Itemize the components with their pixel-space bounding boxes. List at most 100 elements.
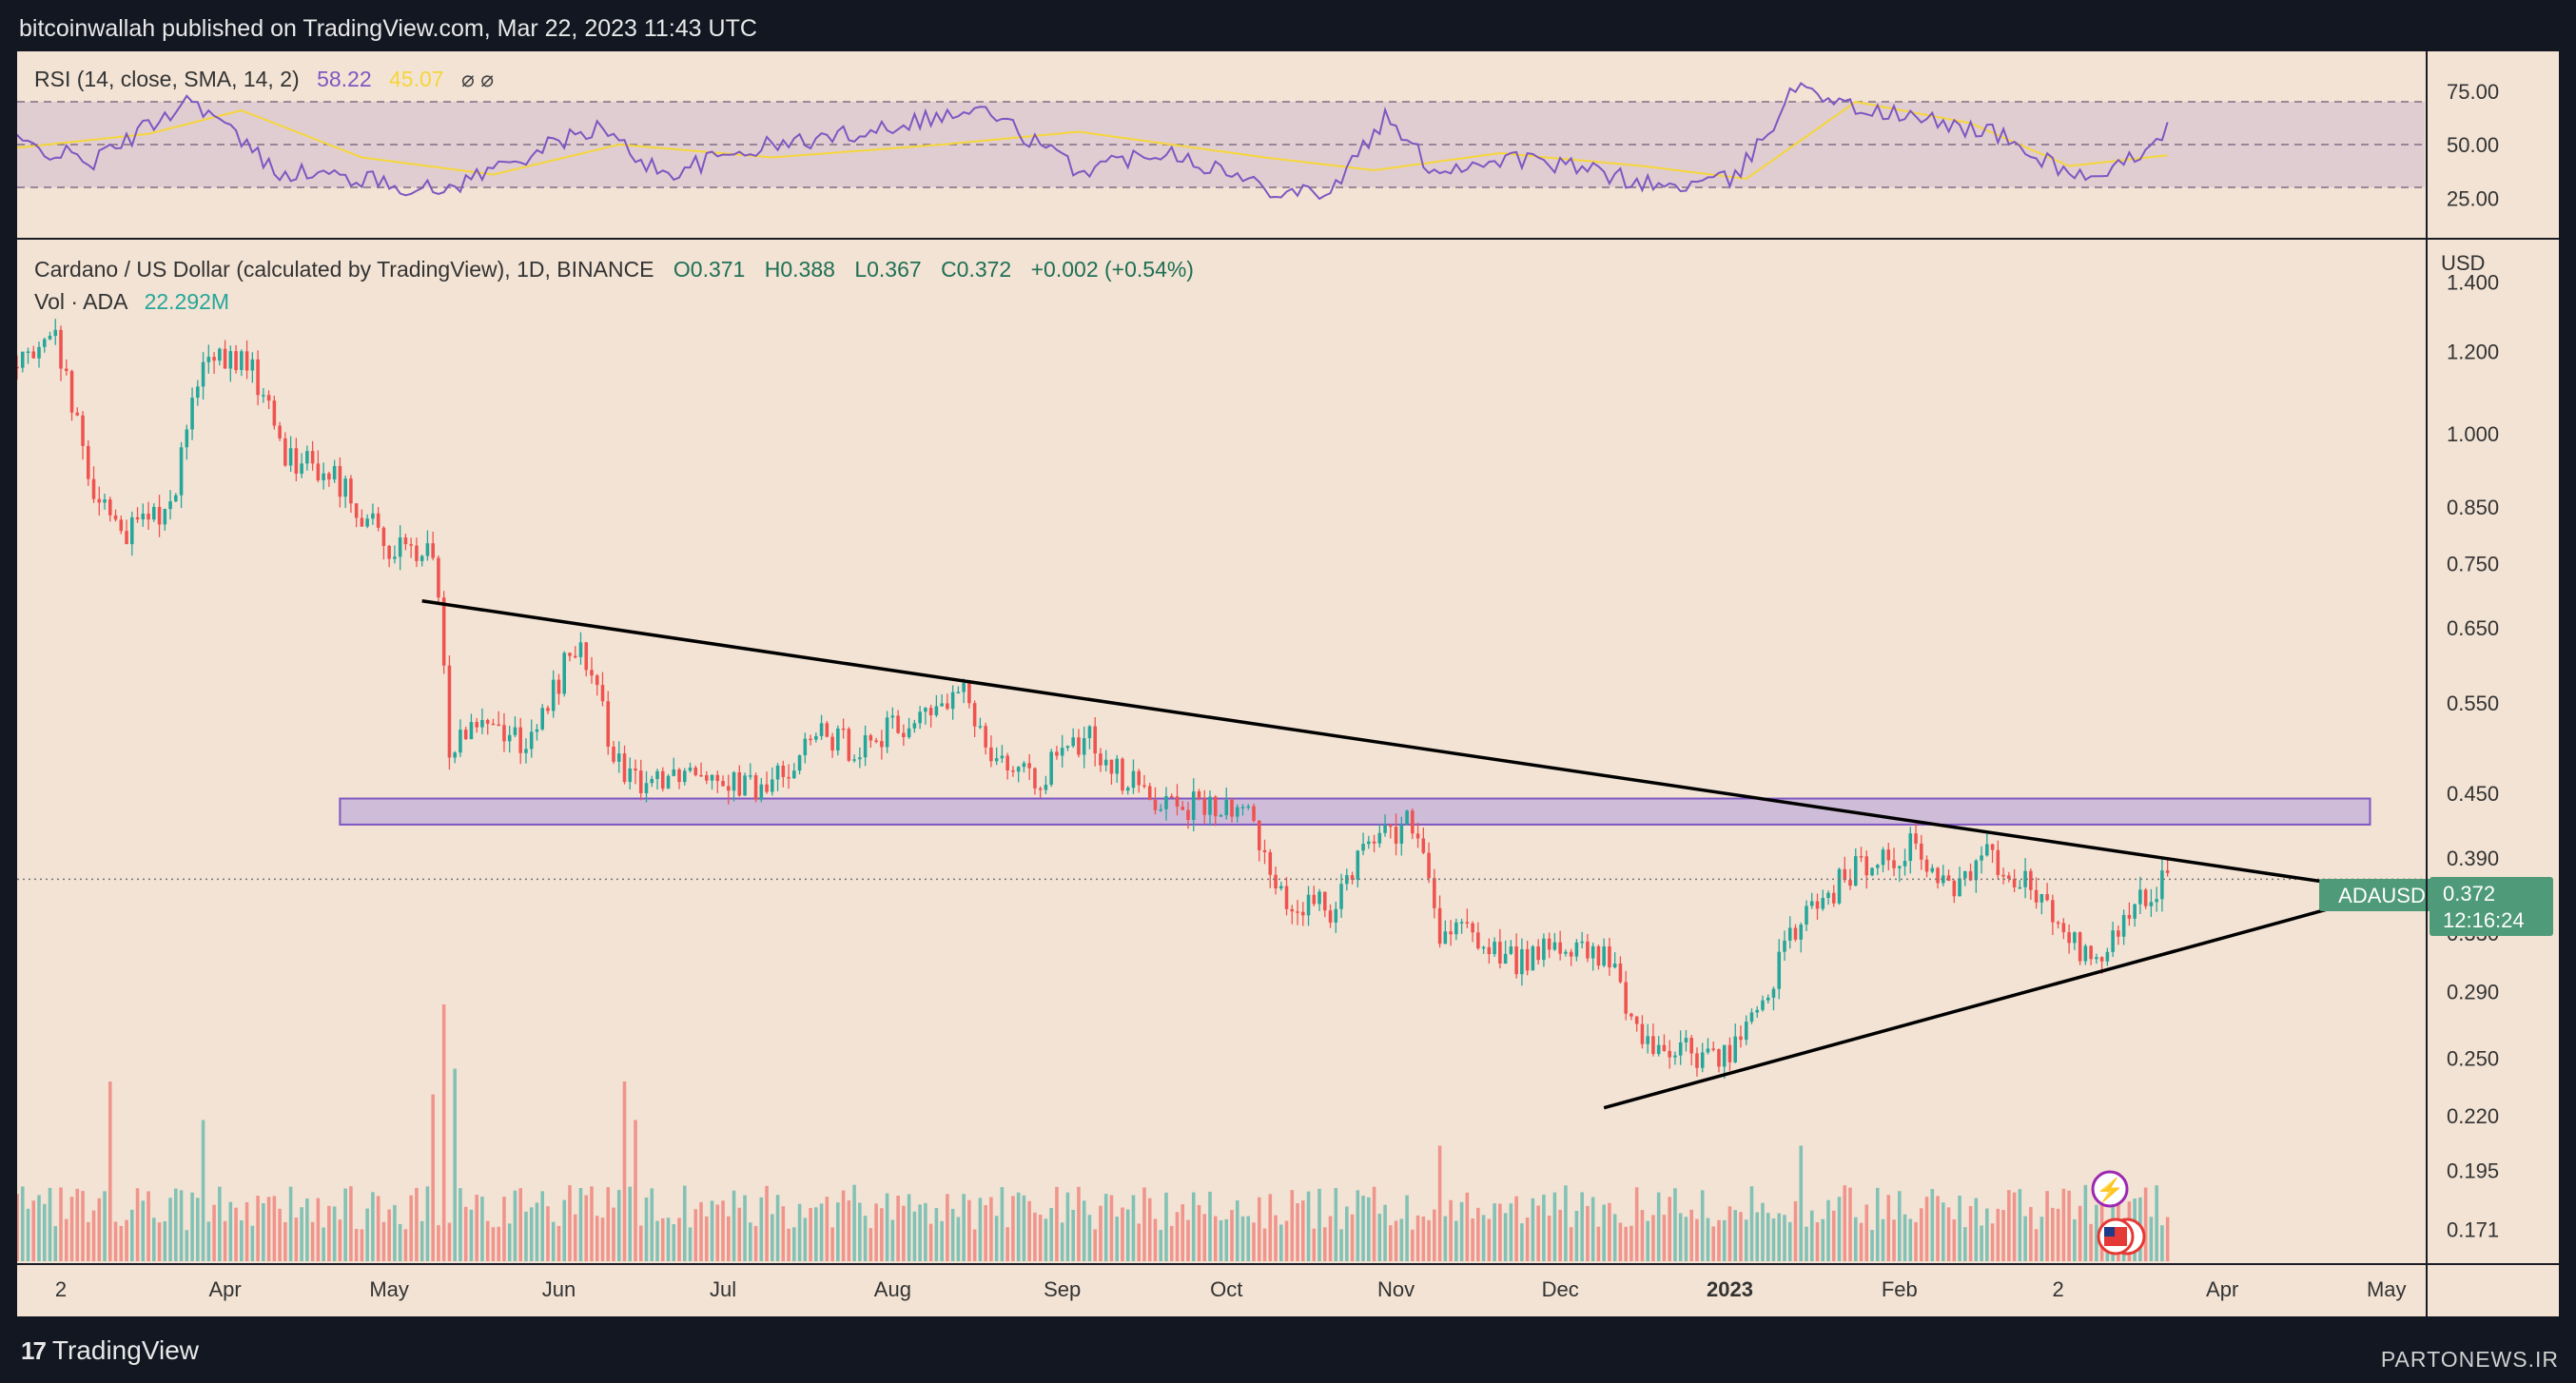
time-tick-label: Apr xyxy=(208,1277,241,1301)
candle-body xyxy=(431,543,435,558)
volume-bar xyxy=(1853,1217,1858,1261)
volume-bar xyxy=(1711,1226,1715,1261)
volume-bar xyxy=(2083,1184,2088,1261)
candle-body xyxy=(1055,751,1059,756)
volume-bar xyxy=(497,1226,500,1261)
candle-body xyxy=(1942,875,1945,884)
volume-bar xyxy=(787,1228,790,1261)
volume-bar xyxy=(759,1197,764,1261)
candle-body xyxy=(1262,849,1267,853)
candle-body xyxy=(1946,875,1951,881)
candle-body xyxy=(1914,833,1918,844)
volume-bar xyxy=(190,1192,194,1261)
volume-bar xyxy=(737,1207,742,1261)
candle-body xyxy=(1514,946,1518,975)
candle-body xyxy=(491,723,496,726)
candle-body xyxy=(1755,1009,1760,1013)
candle-body xyxy=(1646,1036,1649,1044)
candle-body xyxy=(1016,767,1021,772)
volume-bar xyxy=(31,1200,36,1261)
volume-bar xyxy=(688,1227,693,1261)
candle-body xyxy=(1618,963,1623,983)
candle-body xyxy=(48,335,52,340)
volume-bar xyxy=(1777,1213,1782,1261)
volume-bar xyxy=(749,1222,752,1261)
volume-bar xyxy=(1060,1222,1064,1261)
volume-bar xyxy=(403,1229,408,1261)
candle-body xyxy=(1974,860,1979,881)
candle-body xyxy=(2083,945,2088,962)
candle-body xyxy=(1103,759,1108,766)
volume-bar xyxy=(294,1217,299,1261)
candle-body xyxy=(1181,807,1185,810)
volume-bar xyxy=(1334,1188,1338,1261)
candle-body xyxy=(2034,889,2039,903)
candle-body xyxy=(1717,1049,1721,1067)
volume-bar xyxy=(1252,1222,1256,1261)
rsi-tick-50: 50.00 xyxy=(2447,133,2499,157)
countdown: 12:16:24 xyxy=(2443,908,2525,932)
candle-body xyxy=(86,445,90,479)
candle-body xyxy=(338,465,342,497)
candle-body xyxy=(179,447,184,496)
candle-body xyxy=(1936,867,1940,884)
volume-bar xyxy=(1809,1210,1814,1261)
candle-body xyxy=(868,734,873,741)
volume-bar xyxy=(1787,1221,1792,1261)
candle-body xyxy=(1853,856,1858,886)
volume-bar xyxy=(103,1191,107,1261)
candle-body xyxy=(1476,932,1480,949)
ohlc-open: O0.371 xyxy=(673,257,745,282)
candle-body xyxy=(415,545,419,561)
candle-body xyxy=(1848,880,1852,886)
candle-body xyxy=(634,768,637,771)
candle-body xyxy=(753,775,758,800)
candle-body xyxy=(1011,769,1015,772)
volume-bar xyxy=(529,1207,534,1261)
volume-bar xyxy=(1125,1209,1130,1261)
volume-bar xyxy=(1990,1223,1995,1261)
volume-bar xyxy=(1783,1215,1786,1261)
candle-body xyxy=(69,371,74,413)
candle-body xyxy=(393,556,397,559)
volume-bar xyxy=(1246,1216,1251,1261)
candle-body xyxy=(590,670,594,676)
volume-bar xyxy=(196,1198,200,1261)
volume-bar xyxy=(2034,1229,2039,1261)
candle-body xyxy=(573,655,577,658)
candle-body xyxy=(535,729,539,732)
candle-body xyxy=(1837,868,1842,904)
candle-body xyxy=(1493,942,1496,955)
volume-bar xyxy=(1668,1197,1671,1261)
candle-body xyxy=(1985,844,1989,856)
candle-body xyxy=(365,518,369,527)
volume-bar xyxy=(425,1186,430,1261)
volume-bar xyxy=(814,1207,818,1261)
price-tick-label: 0.220 xyxy=(2447,1104,2499,1128)
candle-body xyxy=(1131,770,1136,789)
candle-body xyxy=(1093,726,1097,754)
volume-bar xyxy=(1323,1227,1327,1261)
candle-body xyxy=(1278,886,1283,889)
tradingview-logo[interactable]: 17 TradingView xyxy=(21,1335,199,1366)
volume-bar xyxy=(1980,1225,1983,1261)
volume-bar xyxy=(1383,1204,1387,1261)
volume-bar xyxy=(1892,1219,1896,1261)
volume-bar xyxy=(1131,1195,1136,1261)
candle-body xyxy=(655,770,659,780)
candle-body xyxy=(1903,861,1907,867)
candle-body xyxy=(113,515,118,520)
volume-bar xyxy=(710,1200,714,1261)
candle-body xyxy=(978,726,983,728)
candle-body xyxy=(1027,763,1031,769)
time-tick-label: Sep xyxy=(1044,1277,1081,1301)
volume-bar xyxy=(868,1228,873,1261)
candle-body xyxy=(1875,865,1880,868)
candle-body xyxy=(135,516,140,520)
candle-body xyxy=(1870,867,1874,876)
lightning-event-icon[interactable] xyxy=(2091,1170,2129,1208)
candle-body xyxy=(1454,922,1458,935)
candle-body xyxy=(2045,893,2049,901)
candle-body xyxy=(1449,931,1453,935)
candle-body xyxy=(152,506,156,520)
